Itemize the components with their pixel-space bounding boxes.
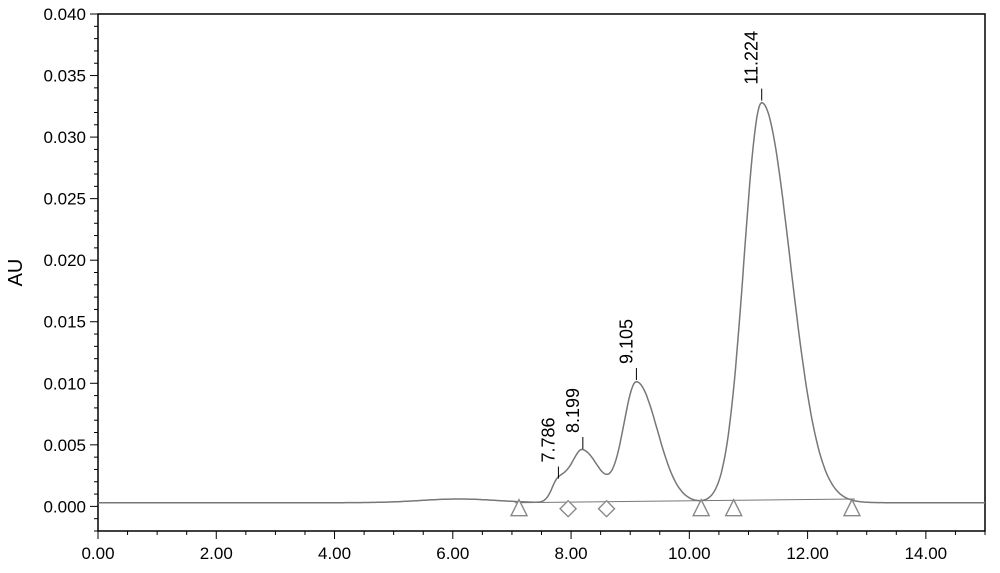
peak-label: 11.224: [742, 31, 762, 85]
chromatogram-chart: 0.00 2.00 4.00 6.00 8.00 10.00 12.00 14.00 0.000…: [0, 0, 1000, 573]
y-tick-label: 0.040: [43, 5, 86, 24]
x-tick-label: 0.00: [81, 544, 114, 563]
peak-label: 8.199: [563, 388, 583, 433]
y-tick-label: 0.015: [43, 313, 86, 332]
x-tick-label: 14.00: [905, 544, 948, 563]
x-tick-label: 12.00: [786, 544, 829, 563]
y-tick-label: 0.005: [43, 436, 86, 455]
y-tick-label: 0.035: [43, 67, 86, 86]
y-tick-label: 0.010: [43, 374, 86, 393]
baseline-marker-triangle: [726, 500, 742, 516]
baseline-marker-triangle: [693, 500, 709, 516]
x-tick-label: 4.00: [318, 544, 351, 563]
y-tick-label: 0.025: [43, 190, 86, 209]
baseline-marker-diamond: [560, 501, 576, 517]
x-tick-label: 6.00: [436, 544, 469, 563]
y-tick-label: 0.020: [43, 251, 86, 270]
y-tick-label: 0.030: [43, 128, 86, 147]
peak-label: 7.786: [538, 417, 558, 462]
peak-label: 9.105: [616, 319, 636, 364]
x-tick-label: 10.00: [668, 544, 711, 563]
y-tick-label: 0.000: [43, 497, 86, 516]
x-tick-label: 8.00: [555, 544, 588, 563]
x-tick-label: 2.00: [200, 544, 233, 563]
baseline-marker-diamond: [599, 501, 615, 517]
y-axis-label: AU: [5, 259, 27, 287]
